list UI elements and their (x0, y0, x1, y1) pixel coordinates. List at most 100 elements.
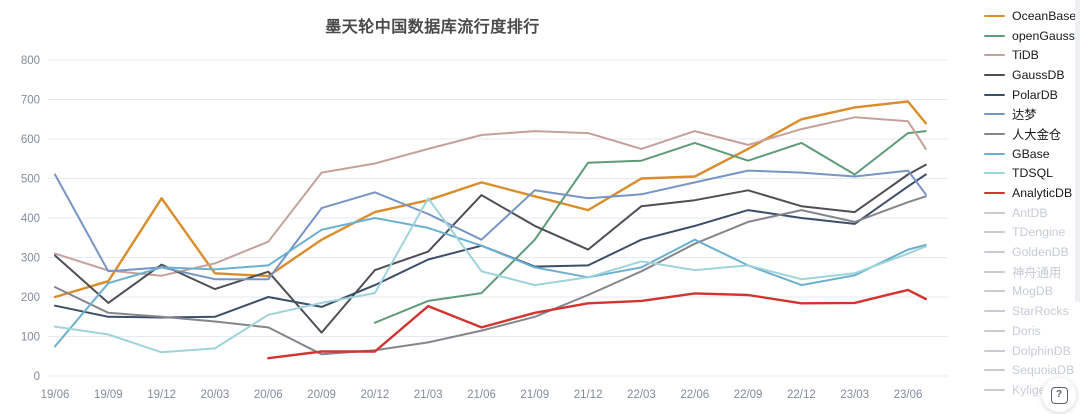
scrollbar-track[interactable] (1075, 0, 1080, 302)
legend-label: OceanBase (1012, 8, 1077, 23)
legend-item-TiDB[interactable]: TiDB (984, 45, 1080, 65)
legend-swatch (984, 14, 1005, 17)
legend-item-人大金仓[interactable]: 人大金仓 (984, 124, 1080, 144)
legend-label: 神舟通用 (1012, 265, 1062, 280)
legend-swatch (984, 172, 1005, 175)
legend-item-StarRocks[interactable]: StarRocks (984, 301, 1080, 321)
legend-label: GaussDB (1012, 67, 1065, 82)
x-axis-label: 20/12 (360, 389, 389, 401)
legend-label: TDengine (1012, 225, 1066, 240)
legend-label: AntDB (1012, 205, 1048, 220)
y-axis-label: 400 (21, 213, 40, 225)
y-axis-label: 0 (34, 371, 40, 383)
legend-item-DolphinDB[interactable]: DolphinDB (984, 341, 1080, 361)
x-axis-label: 22/03 (627, 389, 656, 401)
legend-swatch (984, 290, 1005, 293)
legend-swatch (984, 270, 1005, 273)
legend: OceanBase openGauss TiDB GaussDB PolarDB 达梦人大… (984, 6, 1080, 400)
legend-label: PolarDB (1012, 87, 1058, 102)
legend-label: Doris (1012, 323, 1041, 338)
x-axis-label: 22/09 (734, 389, 763, 401)
legend-label: TiDB (1012, 48, 1039, 63)
legend-item-MogDB[interactable]: MogDB (984, 282, 1080, 302)
legend-swatch (984, 349, 1005, 352)
x-axis-label: 20/09 (307, 389, 336, 401)
x-axis-label: 21/09 (520, 389, 549, 401)
x-axis-label: 22/06 (680, 389, 709, 401)
legend-swatch (984, 310, 1005, 313)
legend-label: MogDB (1012, 284, 1054, 299)
legend-label: SequoiaDB (1012, 363, 1075, 378)
legend-label: GoldenDB (1012, 245, 1069, 260)
y-axis-label: 200 (21, 292, 40, 304)
legend-item-达梦[interactable]: 达梦 (984, 104, 1080, 124)
legend-label: DolphinDB (1012, 343, 1071, 358)
legend-swatch (984, 113, 1005, 116)
chart-title: 墨天轮中国数据库流行度排行 (325, 19, 540, 36)
legend-swatch (984, 34, 1005, 37)
help-button[interactable]: ? (1042, 378, 1076, 412)
x-axis-label: 21/06 (467, 389, 496, 401)
series-line-GBase (54, 217, 927, 348)
series-line-TiDB (54, 116, 927, 277)
legend-item-TDengine[interactable]: TDengine (984, 223, 1080, 243)
x-axis-label: 19/09 (94, 389, 123, 401)
x-axis-label: 19/06 (41, 389, 70, 401)
legend-label: openGauss (1012, 28, 1075, 43)
series-line-达梦 (54, 169, 927, 281)
legend-swatch (984, 251, 1005, 254)
legend-label: AnalyticDB (1012, 186, 1073, 201)
series-line-PolarDB (54, 173, 927, 319)
series-line-人大金仓 (54, 195, 927, 356)
legend-item-SequoiaDB[interactable]: SequoiaDB (984, 360, 1080, 380)
legend-swatch (984, 231, 1005, 234)
y-axis-label: 300 (21, 253, 40, 265)
legend-item-神舟通用[interactable]: 神舟通用 (984, 262, 1080, 282)
legend-item-AntDB[interactable]: AntDB (984, 203, 1080, 223)
x-axis-label: 23/06 (894, 389, 923, 401)
legend-swatch (984, 54, 1005, 57)
legend-swatch (984, 388, 1005, 391)
x-axis-label: 21/12 (574, 389, 603, 401)
legend-label: TDSQL (1012, 166, 1053, 181)
y-axis-label: 700 (21, 95, 40, 107)
x-axis-label: 20/06 (254, 389, 283, 401)
legend-swatch (984, 132, 1005, 135)
question-icon: ? (1050, 386, 1068, 404)
legend-swatch (984, 192, 1005, 195)
legend-swatch (984, 329, 1005, 332)
y-axis-label: 800 (21, 55, 40, 67)
legend-item-GoldenDB[interactable]: GoldenDB (984, 242, 1080, 262)
legend-label: 达梦 (1012, 108, 1037, 123)
x-axis-label: 19/12 (147, 389, 176, 401)
legend-item-GaussDB[interactable]: GaussDB (984, 65, 1080, 85)
legend-item-Doris[interactable]: Doris (984, 321, 1080, 341)
legend-item-PolarDB[interactable]: PolarDB (984, 85, 1080, 105)
legend-item-OceanBase[interactable]: OceanBase (984, 6, 1080, 26)
legend-label: StarRocks (1012, 304, 1069, 319)
legend-item-TDSQL[interactable]: TDSQL (984, 164, 1080, 184)
legend-swatch (984, 369, 1005, 372)
legend-item-openGauss[interactable]: openGauss (984, 26, 1080, 46)
x-axis-label: 22/12 (787, 389, 816, 401)
y-axis-label: 100 (21, 332, 40, 344)
legend-label: 人大金仓 (1012, 127, 1062, 142)
x-axis-label: 21/03 (414, 389, 443, 401)
legend-label: GBase (1012, 146, 1050, 161)
legend-swatch (984, 152, 1005, 155)
series-line-GaussDB (54, 163, 927, 334)
series-line-openGauss (373, 130, 927, 324)
legend-swatch (984, 211, 1005, 214)
x-axis-label: 20/03 (201, 389, 230, 401)
legend-swatch (984, 73, 1005, 76)
x-axis-label: 23/03 (840, 389, 869, 401)
legend-swatch (984, 93, 1005, 96)
series-line-OceanBase (53, 100, 927, 299)
y-axis-label: 600 (21, 134, 40, 146)
y-axis-label: 500 (21, 174, 40, 186)
legend-item-AnalyticDB[interactable]: AnalyticDB (984, 183, 1080, 203)
series-line-TDSQL (54, 197, 927, 354)
legend-item-GBase[interactable]: GBase (984, 144, 1080, 164)
